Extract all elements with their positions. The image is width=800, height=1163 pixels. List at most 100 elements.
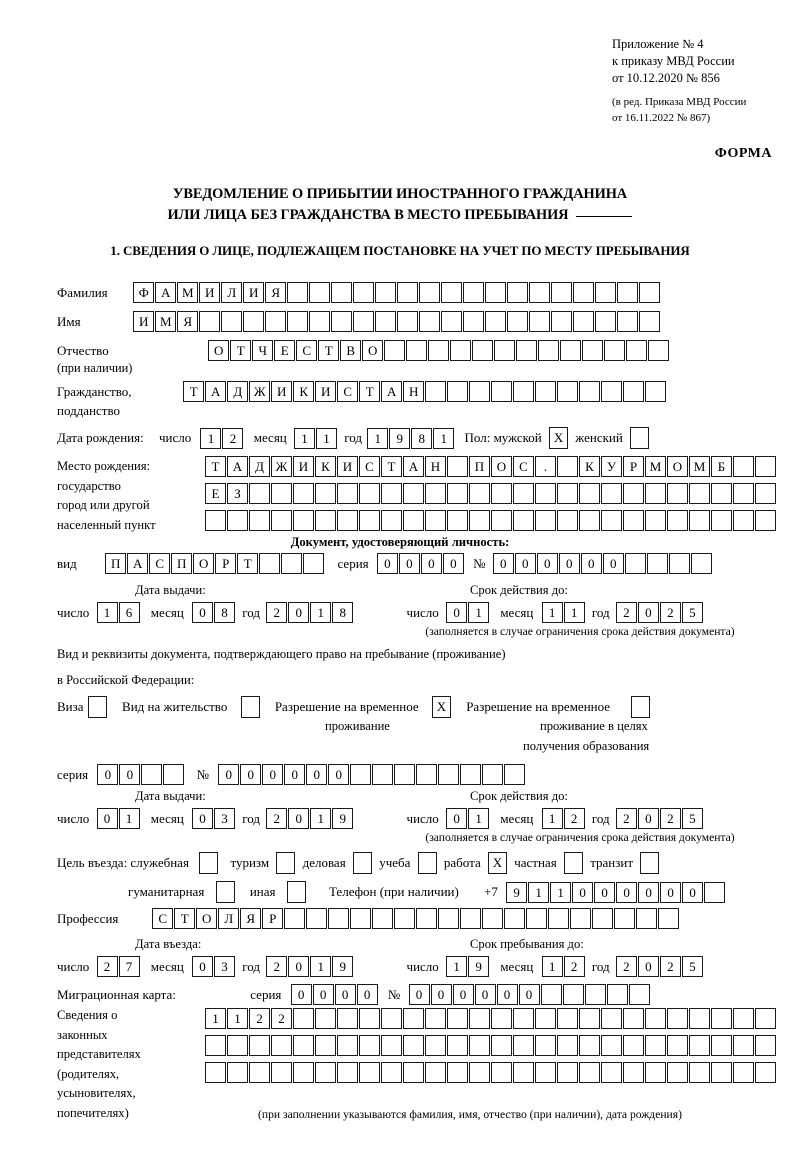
checkbox-temp-residence[interactable]: X (431, 696, 451, 718)
char-box[interactable] (504, 764, 526, 785)
char-box[interactable] (617, 282, 639, 303)
char-box[interactable] (375, 311, 397, 332)
char-box[interactable]: А (127, 553, 149, 574)
char-box[interactable] (689, 1062, 710, 1083)
char-box[interactable] (460, 908, 482, 929)
char-box[interactable] (557, 1008, 578, 1029)
char-box[interactable] (668, 553, 690, 574)
char-box[interactable] (513, 510, 534, 531)
char-box[interactable]: 0 (580, 553, 602, 574)
char-box[interactable] (428, 340, 450, 361)
char-box[interactable]: 0 (284, 764, 306, 785)
char-box[interactable] (667, 483, 688, 504)
char-box[interactable] (293, 510, 314, 531)
char-box[interactable] (617, 311, 639, 332)
digit-box[interactable]: 8 (214, 602, 236, 623)
checkbox-purpose-business[interactable] (352, 852, 372, 874)
char-box[interactable]: Ч (252, 340, 274, 361)
char-box[interactable]: М (645, 456, 666, 477)
char-box[interactable] (601, 1035, 622, 1056)
char-box[interactable] (557, 381, 579, 402)
char-box[interactable] (350, 764, 372, 785)
char-box[interactable]: Ф (133, 282, 155, 303)
legal-rep-row-2-boxes[interactable] (205, 1035, 777, 1056)
digit-box[interactable]: 1 (468, 602, 490, 623)
char-box[interactable] (249, 1035, 270, 1056)
char-box[interactable]: 0 (290, 984, 312, 1005)
char-box[interactable] (623, 381, 645, 402)
checkbox-purpose-tourism[interactable] (276, 852, 296, 874)
digit-box[interactable]: 1 (118, 808, 140, 829)
digit-box[interactable]: 1 (446, 956, 468, 977)
char-box[interactable]: 0 (240, 764, 262, 785)
checkbox-purpose-private[interactable] (563, 852, 583, 874)
digit-box[interactable]: 2 (266, 956, 288, 977)
char-box[interactable]: Р (215, 553, 237, 574)
char-box[interactable] (425, 483, 446, 504)
char-box[interactable] (485, 311, 507, 332)
char-box[interactable]: 0 (518, 984, 540, 1005)
char-box[interactable]: Р (623, 456, 644, 477)
char-box[interactable] (403, 1062, 424, 1083)
char-box[interactable]: А (205, 381, 227, 402)
digit-box[interactable]: 2 (659, 956, 681, 977)
char-box[interactable] (141, 764, 163, 785)
char-box[interactable] (601, 1008, 622, 1029)
char-box[interactable] (755, 1035, 776, 1056)
char-box[interactable] (425, 1035, 446, 1056)
char-box[interactable] (331, 282, 353, 303)
char-box[interactable] (315, 1008, 336, 1029)
char-box[interactable] (221, 311, 243, 332)
digit-box[interactable]: 1 (541, 956, 563, 977)
char-box[interactable] (425, 1008, 446, 1029)
char-box[interactable] (579, 510, 600, 531)
checkbox-residence-permit[interactable] (240, 696, 260, 718)
digit-box[interactable]: 0 (192, 602, 214, 623)
char-box[interactable] (579, 381, 601, 402)
char-box[interactable]: И (337, 456, 358, 477)
char-box[interactable] (249, 1062, 270, 1083)
digit-box[interactable]: 2 (615, 956, 637, 977)
digit-box[interactable]: 1 (563, 602, 585, 623)
char-box[interactable] (350, 908, 372, 929)
char-box[interactable] (397, 311, 419, 332)
char-box[interactable] (623, 1035, 644, 1056)
checkbox-sex-male[interactable]: X (549, 427, 569, 449)
digit-box[interactable]: 8 (332, 602, 354, 623)
digit-box[interactable]: 0 (637, 956, 659, 977)
char-box[interactable] (507, 282, 529, 303)
char-box[interactable]: 9 (506, 881, 528, 903)
legal-rep-row-3-boxes[interactable] (205, 1062, 777, 1083)
digit-box[interactable]: 0 (288, 808, 310, 829)
char-box[interactable]: 0 (474, 984, 496, 1005)
char-box[interactable] (227, 1062, 248, 1083)
digit-box[interactable]: 1 (310, 808, 332, 829)
char-box[interactable]: Е (274, 340, 296, 361)
char-box[interactable]: 0 (262, 764, 284, 785)
checkbox-sex-female[interactable] (630, 427, 650, 449)
char-box[interactable] (601, 1062, 622, 1083)
char-box[interactable] (711, 483, 732, 504)
char-box[interactable]: 0 (660, 881, 682, 903)
char-box[interactable] (491, 1062, 512, 1083)
char-box[interactable] (579, 1035, 600, 1056)
char-box[interactable]: Р (262, 908, 284, 929)
char-box[interactable]: А (381, 381, 403, 402)
digit-box[interactable]: 2 (659, 808, 681, 829)
char-box[interactable] (645, 381, 667, 402)
char-box[interactable] (271, 510, 292, 531)
digit-box[interactable]: 0 (446, 808, 468, 829)
char-box[interactable]: 1 (528, 881, 550, 903)
char-box[interactable] (271, 1062, 292, 1083)
char-box[interactable]: 0 (408, 984, 430, 1005)
char-box[interactable] (447, 381, 469, 402)
char-box[interactable]: У (601, 456, 622, 477)
digit-box[interactable]: 2 (563, 956, 585, 977)
checkbox-purpose-work[interactable]: X (487, 852, 507, 874)
